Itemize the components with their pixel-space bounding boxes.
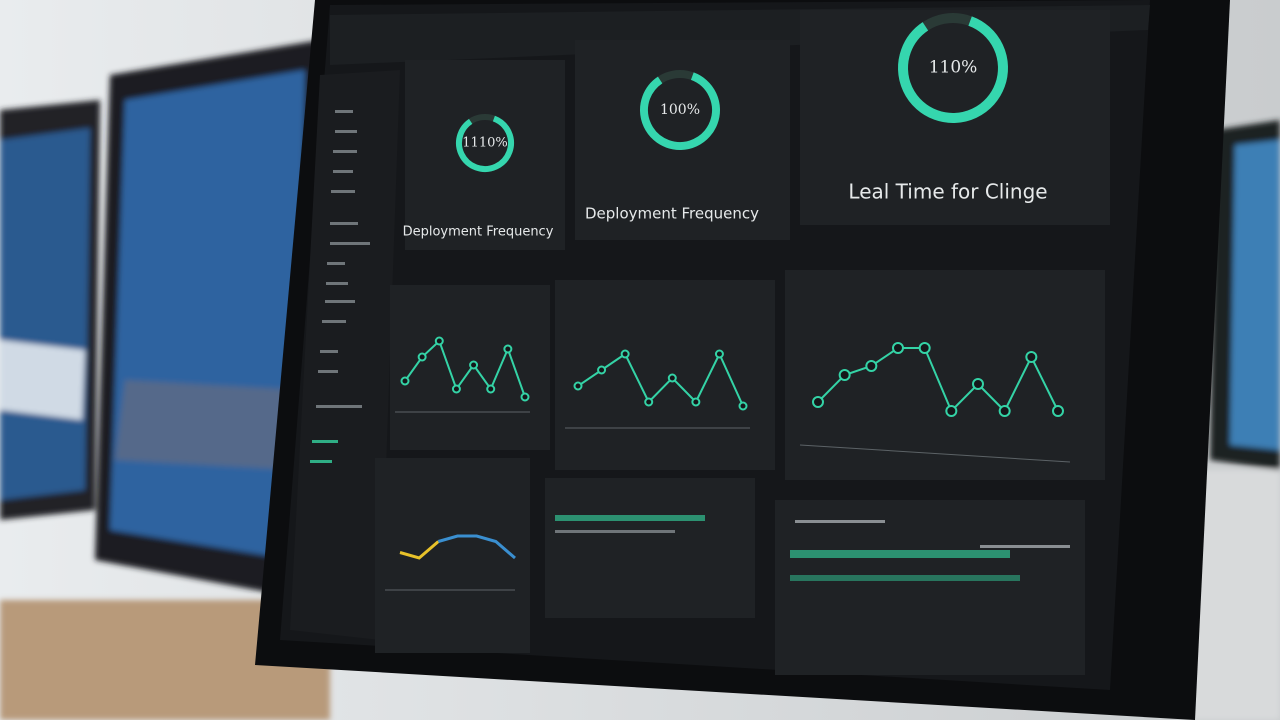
card-title: Leal Time for Clinge [848, 180, 1047, 204]
ring [456, 114, 514, 172]
point [918, 342, 931, 354]
point [667, 373, 677, 383]
line [577, 351, 744, 407]
panel [545, 478, 755, 618]
point [1052, 405, 1064, 417]
point [1025, 351, 1038, 363]
point [998, 405, 1011, 417]
point [714, 349, 724, 359]
panel [555, 280, 775, 470]
point [738, 401, 748, 411]
point [838, 369, 851, 381]
ring [898, 13, 1008, 123]
point [812, 396, 824, 408]
point [469, 360, 479, 370]
point [400, 376, 410, 386]
point [644, 397, 654, 407]
cards [375, 10, 1110, 675]
point [486, 384, 496, 394]
sidebar-items [310, 110, 370, 463]
point [451, 384, 461, 394]
panel [775, 500, 1085, 675]
point [691, 397, 701, 407]
sidebar [290, 70, 400, 640]
progress-bars [555, 515, 1070, 581]
point [434, 336, 444, 346]
point [597, 365, 607, 375]
panel [785, 270, 1105, 480]
ring-label: 1110% [462, 136, 507, 151]
point [865, 360, 878, 372]
line [437, 534, 516, 560]
point [620, 349, 630, 359]
axis-lines [385, 411, 1071, 591]
ring-label: 110% [929, 58, 978, 78]
point [892, 342, 904, 354]
point [417, 352, 427, 362]
point [573, 381, 583, 391]
panel [375, 458, 530, 653]
card-title: Deployment Frequency [585, 205, 759, 223]
ring [640, 70, 720, 150]
point [972, 378, 984, 390]
point [520, 392, 530, 402]
card [405, 60, 565, 250]
card-title: Deployment Frequency [403, 225, 554, 240]
ring-label: 100% [660, 102, 700, 118]
line [399, 540, 440, 560]
point [945, 405, 958, 417]
line [817, 347, 1059, 413]
point [503, 344, 513, 354]
